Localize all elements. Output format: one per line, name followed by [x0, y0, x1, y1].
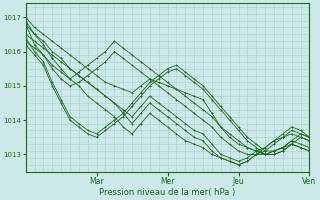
X-axis label: Pression niveau de la mer( hPa ): Pression niveau de la mer( hPa ) [100, 188, 236, 197]
